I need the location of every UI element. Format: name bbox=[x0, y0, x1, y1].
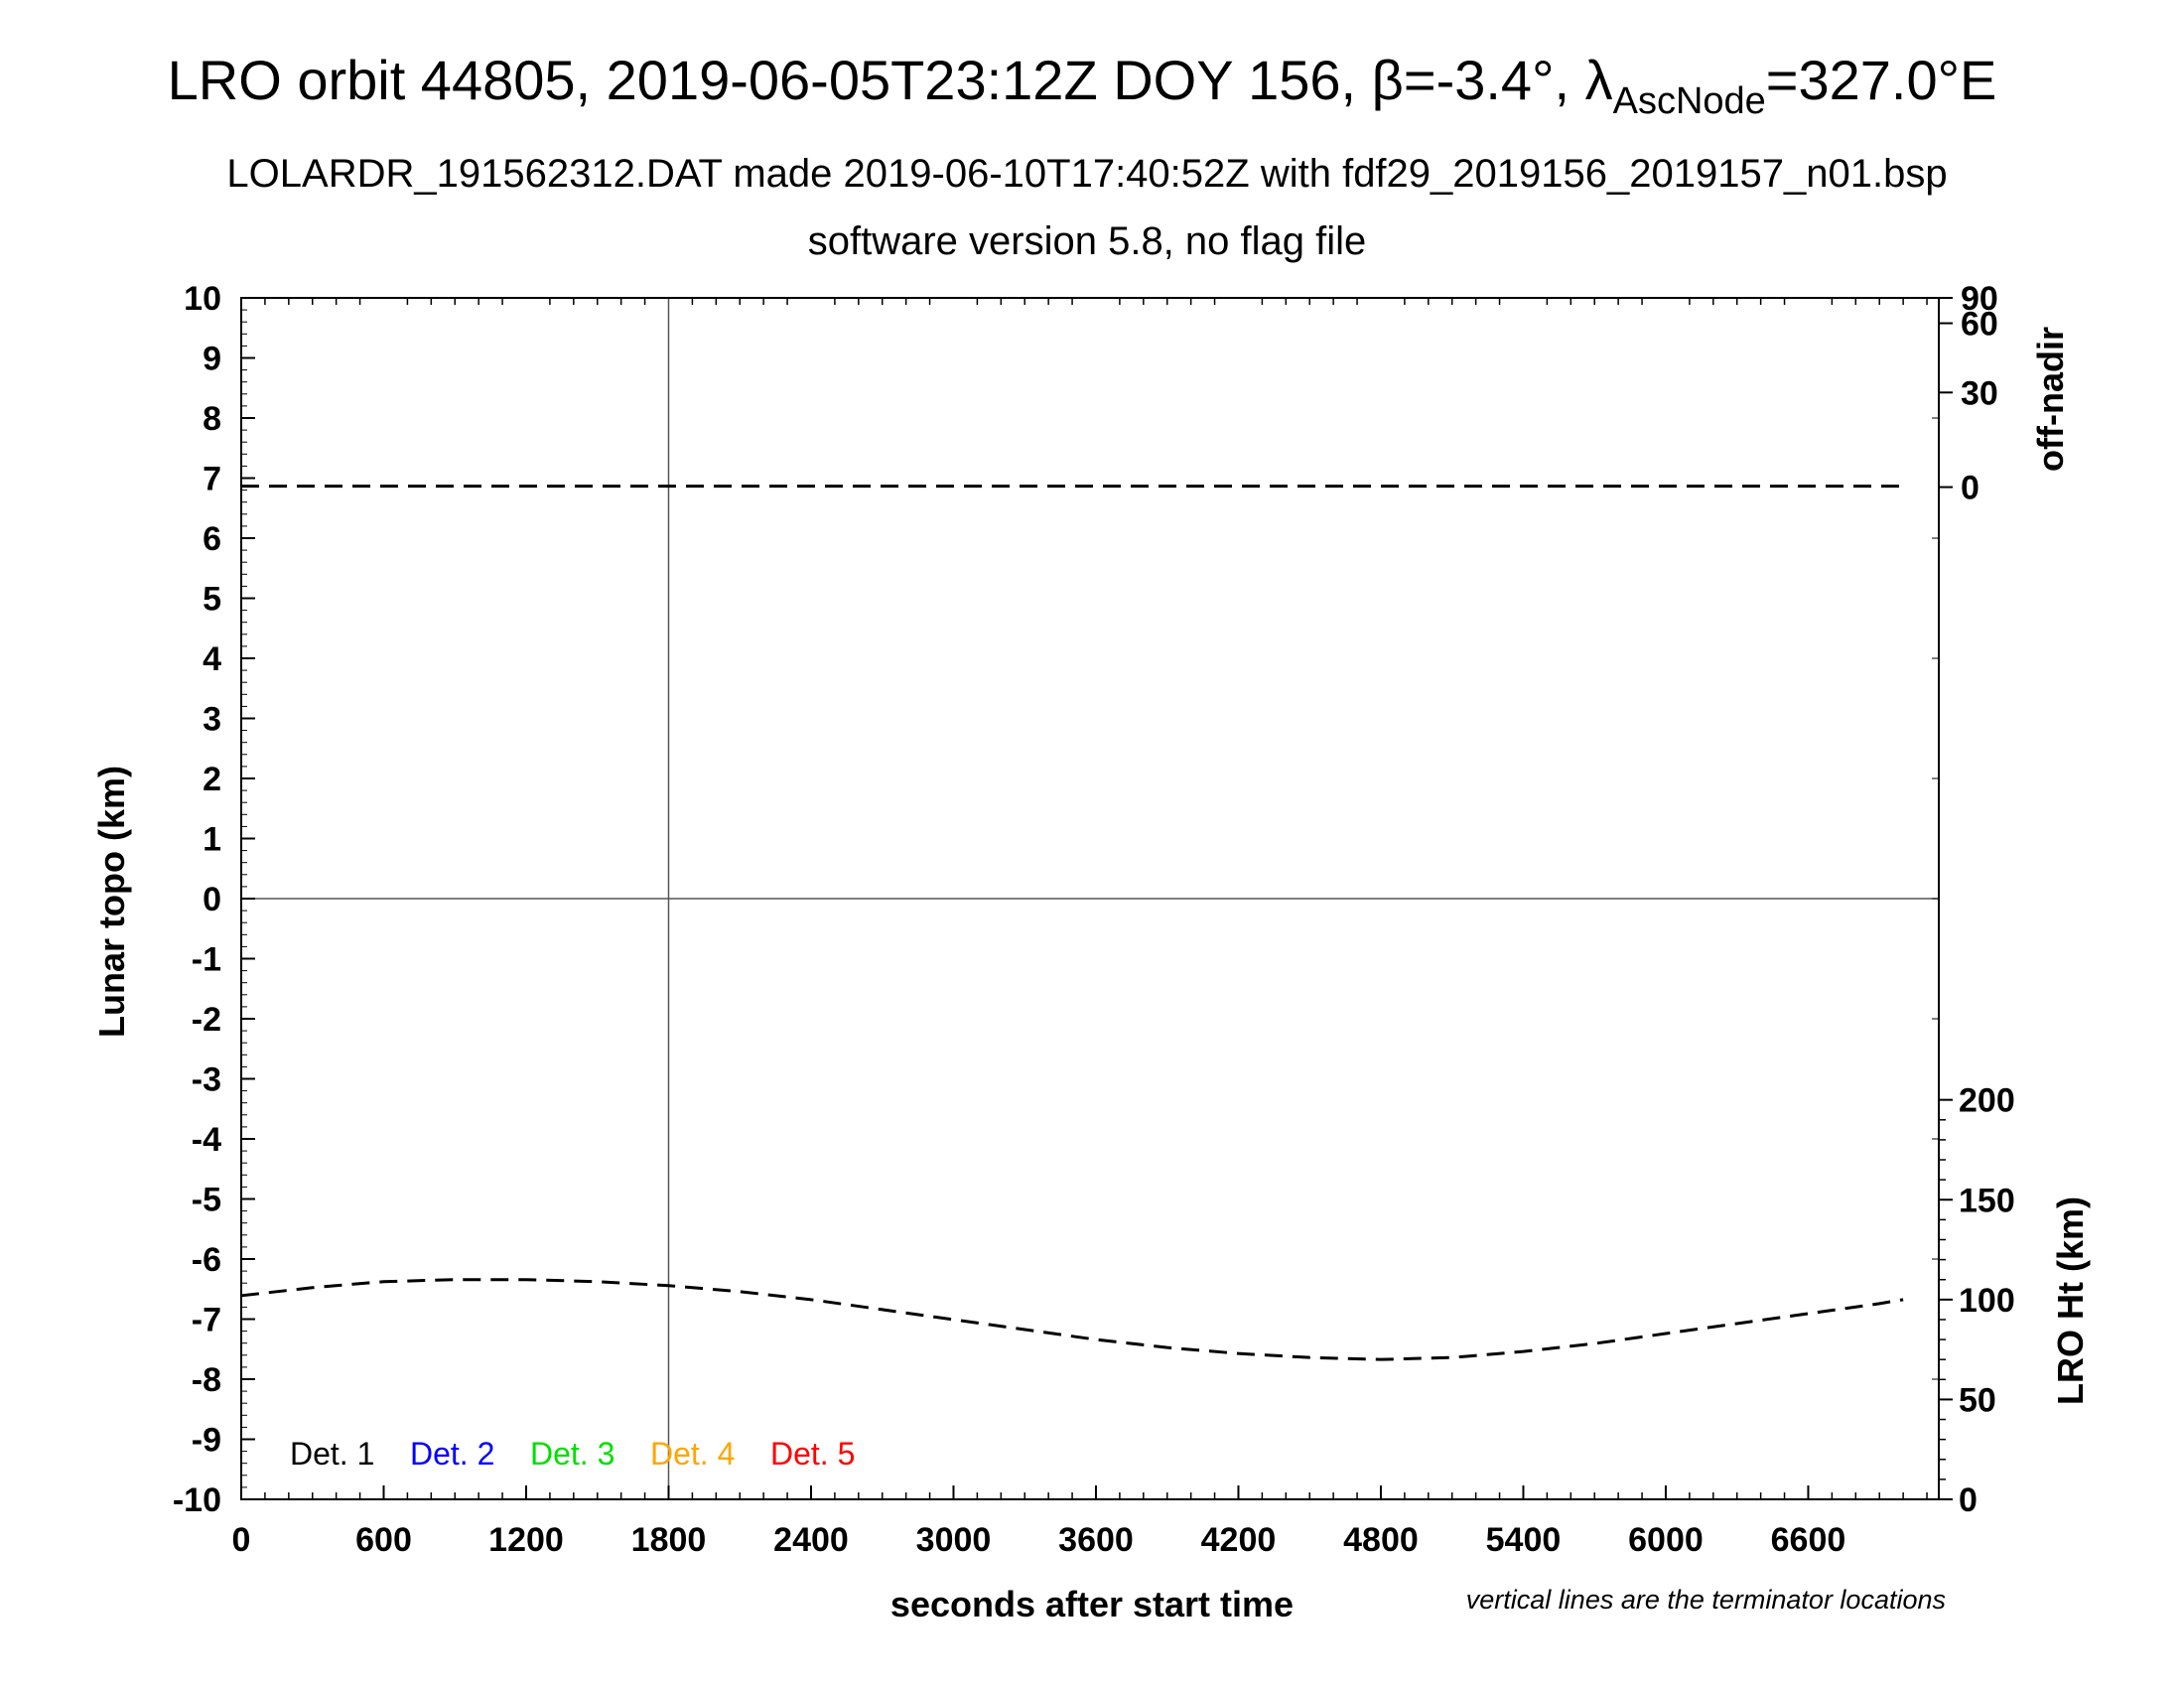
grid-layer bbox=[241, 298, 1939, 1499]
legend-item: Det. 3 bbox=[530, 1436, 614, 1472]
x-tick-label: 6600 bbox=[1771, 1521, 1846, 1559]
x-tick-label: 0 bbox=[232, 1521, 251, 1559]
x-tick-label: 6000 bbox=[1628, 1521, 1704, 1559]
chart-title: LRO orbit 44805, 2019-06-05T23:12Z DOY 1… bbox=[168, 49, 1997, 122]
x-tick-label: 4800 bbox=[1343, 1521, 1419, 1559]
height-tick-label: 100 bbox=[1959, 1282, 2015, 1320]
x-tick-label: 3600 bbox=[1058, 1521, 1134, 1559]
chart-subtitle-1: LOLARDR_191562312.DAT made 2019-06-10T17… bbox=[226, 152, 1947, 196]
x-tick-label: 2400 bbox=[773, 1521, 849, 1559]
y-tick-label: 1 bbox=[203, 821, 221, 859]
y-tick-label: -4 bbox=[192, 1121, 221, 1159]
x-tick-label: 600 bbox=[355, 1521, 412, 1559]
y-tick-label: -3 bbox=[192, 1061, 221, 1099]
x-tick-label: 1200 bbox=[488, 1521, 564, 1559]
y-tick-label: -5 bbox=[192, 1182, 221, 1219]
y-tick-label: 5 bbox=[203, 581, 221, 619]
off-nadir-tick-label: 0 bbox=[1961, 470, 1979, 507]
y-tick-label: 4 bbox=[203, 640, 221, 678]
y-axis-label-right-top: off-nadir bbox=[2030, 327, 2071, 472]
x-axis-ticks: 0 600 1200 1800 2400 3000 3600 4200 4800 5400 6000… bbox=[232, 298, 1928, 1559]
y-tick-label: -10 bbox=[173, 1481, 221, 1519]
chart-subtitle-2: software version 5.8, no flag file bbox=[808, 219, 1367, 263]
x-tick-label: 5400 bbox=[1486, 1521, 1562, 1559]
legend-item: Det. 5 bbox=[770, 1436, 855, 1472]
y-tick-label: -8 bbox=[192, 1361, 221, 1399]
x-tick-label: 3000 bbox=[916, 1521, 992, 1559]
y-tick-label: 6 bbox=[203, 520, 221, 558]
legend: Det. 1 Det. 2 Det. 3 Det. 4 Det. 5 bbox=[290, 1436, 855, 1472]
y-tick-label: -6 bbox=[192, 1241, 221, 1279]
y-tick-label: 0 bbox=[203, 881, 221, 918]
y-tick-label: -7 bbox=[192, 1302, 221, 1339]
y-tick-label: -9 bbox=[192, 1422, 221, 1460]
y-tick-label: 3 bbox=[203, 701, 221, 739]
x-tick-label: 4200 bbox=[1201, 1521, 1277, 1559]
y-axis-label-left: Lunar topo (km) bbox=[91, 766, 132, 1038]
x-axis-label: seconds after start time bbox=[890, 1584, 1294, 1624]
y-tick-label: -1 bbox=[192, 941, 221, 979]
chart-title-subscript: AscNode bbox=[1613, 80, 1766, 122]
off-nadir-tick-label: 30 bbox=[1961, 374, 1998, 412]
y-tick-label: 8 bbox=[203, 400, 221, 438]
legend-item: Det. 1 bbox=[290, 1436, 374, 1472]
y-tick-label: 9 bbox=[203, 341, 221, 378]
height-tick-label: 0 bbox=[1959, 1481, 1978, 1519]
legend-item: Det. 2 bbox=[410, 1436, 494, 1472]
y-tick-label: 7 bbox=[203, 461, 221, 498]
off-nadir-tick-label: 60 bbox=[1961, 306, 1998, 344]
series-layer bbox=[240, 485, 1904, 1361]
chart-title-main: LRO orbit 44805, 2019-06-05T23:12Z DOY 1… bbox=[168, 49, 1613, 111]
off-nadir-tick-label: 90 bbox=[1961, 280, 1998, 318]
lro-height-line bbox=[240, 1278, 1904, 1361]
y-tick-label: 2 bbox=[203, 761, 221, 798]
height-tick-label: 200 bbox=[1959, 1082, 2015, 1120]
height-tick-label: 150 bbox=[1959, 1182, 2015, 1219]
chart-title-end: =327.0°E bbox=[1766, 49, 1997, 111]
terminator-note: vertical lines are the terminator locati… bbox=[1466, 1585, 1946, 1615]
y-tick-label: 10 bbox=[184, 280, 221, 318]
x-tick-label: 1800 bbox=[631, 1521, 707, 1559]
y-tick-label: -2 bbox=[192, 1001, 221, 1039]
y-axis-label-right-bottom: LRO Ht (km) bbox=[2050, 1196, 2091, 1405]
legend-item: Det. 4 bbox=[650, 1436, 735, 1472]
height-tick-label: 50 bbox=[1959, 1381, 1996, 1419]
